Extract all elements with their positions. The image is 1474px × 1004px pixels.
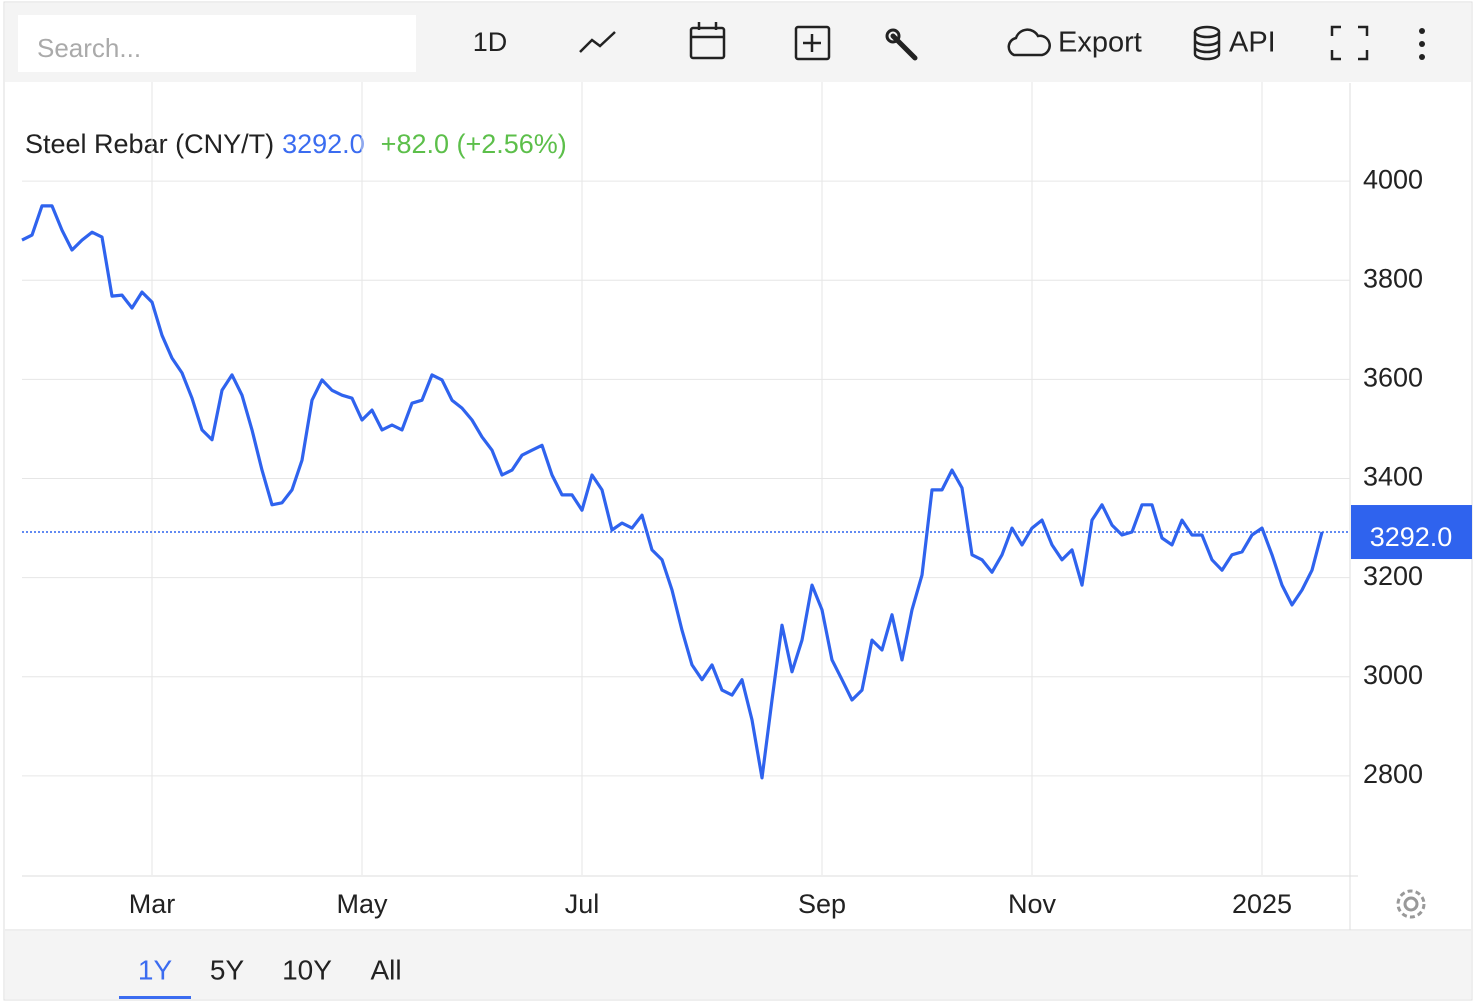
y-tick-label: 3400 bbox=[1363, 462, 1423, 492]
range-buttons: 1Y 5Y 10Y All bbox=[119, 954, 402, 999]
plot: 2800 3000 3200 3400 3600 3800 4000 Mar May Jul Sep… bbox=[21, 82, 1472, 919]
last-price-tag bbox=[1351, 505, 1472, 560]
add-icon[interactable] bbox=[794, 25, 831, 61]
y-tick-label: 3200 bbox=[1363, 561, 1423, 591]
x-tick-label: Jul bbox=[565, 889, 600, 919]
price-label: 3292.0 bbox=[282, 129, 365, 159]
calendar-icon[interactable] bbox=[689, 22, 726, 60]
fullscreen-icon[interactable] bbox=[1330, 25, 1369, 61]
range-button[interactable]: All bbox=[370, 954, 401, 985]
search-box[interactable] bbox=[18, 15, 416, 72]
y-tick-label: 2800 bbox=[1363, 759, 1423, 789]
range-button[interactable]: 5Y bbox=[210, 954, 245, 985]
export-icon[interactable] bbox=[1007, 28, 1051, 57]
range-button[interactable]: 1Y bbox=[138, 954, 173, 985]
y-tick-label: 3600 bbox=[1363, 363, 1423, 393]
y-tick-label: 4000 bbox=[1363, 164, 1423, 194]
interval-button[interactable]: 1D bbox=[473, 27, 508, 57]
price-line bbox=[21, 204, 1324, 780]
active-range-underline bbox=[119, 996, 191, 999]
y-tick-label: 3800 bbox=[1363, 263, 1423, 293]
y-tick-label: 3000 bbox=[1363, 660, 1423, 690]
x-tick-label: Mar bbox=[129, 889, 176, 919]
menu-icon[interactable] bbox=[1419, 28, 1425, 60]
chart-type-icon[interactable] bbox=[579, 31, 616, 53]
x-tick-label: May bbox=[336, 889, 388, 919]
tools-icon[interactable] bbox=[885, 28, 918, 61]
range-button[interactable]: 10Y bbox=[282, 954, 332, 985]
export-button[interactable]: Export bbox=[1058, 27, 1142, 59]
footer bbox=[5, 931, 1471, 999]
settings-icon[interactable] bbox=[1396, 889, 1426, 919]
x-tick-label: Nov bbox=[1008, 889, 1057, 919]
x-tick-label: Sep bbox=[798, 889, 846, 919]
search-placeholder[interactable]: Search... bbox=[37, 33, 141, 63]
chart-title: Steel Rebar (CNY/T) bbox=[25, 129, 274, 159]
api-icon[interactable] bbox=[1193, 25, 1221, 61]
last-price-tag-label: 3292.0 bbox=[1370, 522, 1453, 552]
change-label: +82.0 (+2.56%) bbox=[381, 129, 567, 159]
api-button[interactable]: API bbox=[1229, 27, 1276, 59]
frame bbox=[3, 1, 1473, 1001]
x-tick-label: 2025 bbox=[1232, 889, 1292, 919]
